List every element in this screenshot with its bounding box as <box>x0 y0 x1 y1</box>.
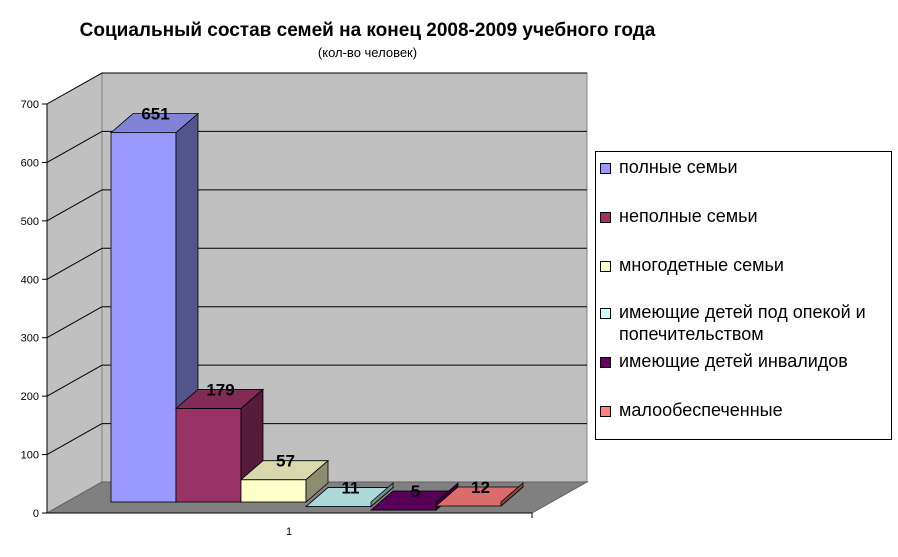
y-tick-label: 300 <box>21 333 39 345</box>
x-tick-label: 1 <box>286 526 292 538</box>
y-tick-label: 700 <box>21 99 39 111</box>
bar-front <box>175 408 242 503</box>
y-tick-label: 600 <box>21 157 39 169</box>
gridline <box>46 189 103 222</box>
bar-front <box>110 132 177 503</box>
legend-label: имеющие детей инвалидов <box>619 351 848 371</box>
gridline <box>46 423 103 456</box>
bar-side <box>370 482 394 508</box>
y-tick-label: 0 <box>33 508 39 520</box>
y-tick-label: 100 <box>21 450 39 462</box>
data-label: 11 <box>342 479 360 498</box>
legend-swatch <box>600 261 611 272</box>
y-tick-label: 200 <box>21 391 39 403</box>
legend-label: малообеспеченные <box>619 400 783 420</box>
legend-item: имеющие детей инвалидов <box>600 350 894 372</box>
legend-item: малообеспеченные <box>600 399 894 421</box>
legend-swatch <box>600 212 611 223</box>
legend-item: имеющие детей под опекой и попечительств… <box>600 301 894 345</box>
gridline <box>46 364 103 397</box>
legend-label: неполные семьи <box>619 206 758 226</box>
bar <box>304 482 395 508</box>
y-tick-label: 500 <box>21 216 39 228</box>
data-label: 5 <box>411 482 420 501</box>
gridline <box>46 306 103 339</box>
gridline <box>46 72 103 105</box>
bar <box>239 459 330 503</box>
legend-label: имеющие детей под опекой и попечительств… <box>619 302 866 344</box>
data-label: 12 <box>471 478 490 497</box>
legend-item: полные семьи <box>600 156 894 178</box>
legend-label: полные семьи <box>619 157 738 177</box>
legend-swatch <box>600 163 611 174</box>
legend-label: многодетные семьи <box>619 255 784 275</box>
chart-title: Социальный состав семей на конец 2008-20… <box>79 20 656 41</box>
legend-item: неполные семьи <box>600 205 894 227</box>
legend-swatch <box>600 308 611 319</box>
legend: полные семьи неполные семьи многодетные … <box>595 151 892 440</box>
side-wall <box>46 72 103 514</box>
legend-swatch <box>600 357 611 368</box>
legend-swatch <box>600 406 611 417</box>
bar-front <box>240 479 307 503</box>
bar-side <box>305 459 329 503</box>
legend-item: многодетные семьи <box>600 254 894 276</box>
chart-subtitle: (кол-во человек) <box>317 45 418 60</box>
data-label: 179 <box>206 380 234 399</box>
bar-side <box>500 482 524 507</box>
y-tick-label: 400 <box>21 274 39 286</box>
gridline <box>46 130 103 163</box>
bar <box>174 388 265 503</box>
data-label: 651 <box>141 105 169 124</box>
data-label: 57 <box>276 452 295 471</box>
gridline <box>46 247 103 280</box>
bar <box>434 482 525 507</box>
